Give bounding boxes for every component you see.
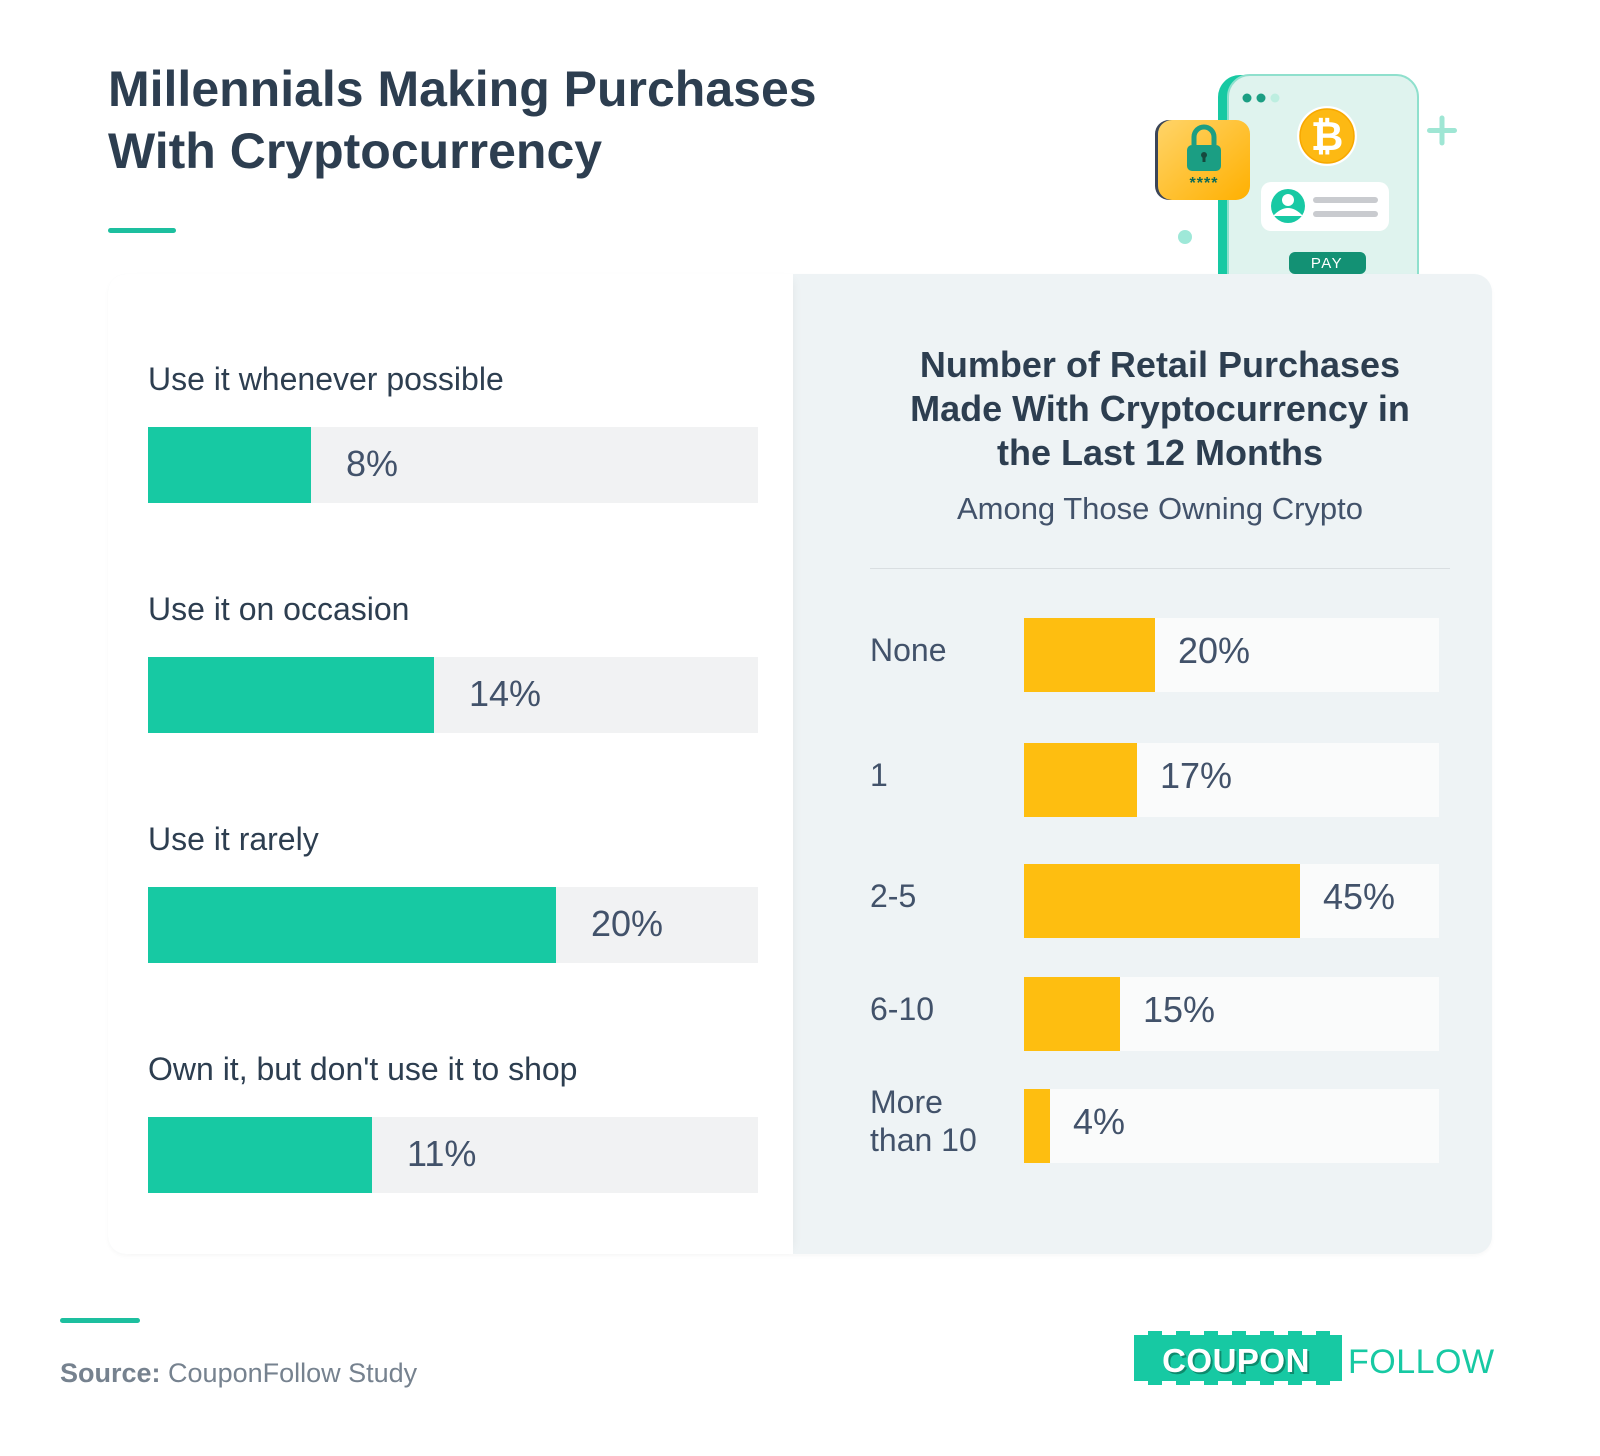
svg-text:FOLLOW: FOLLOW [1348, 1343, 1495, 1381]
svg-text:PAY: PAY [1311, 255, 1343, 272]
svg-text:****: **** [1190, 175, 1219, 192]
svg-text:COUPON: COUPON [1162, 1342, 1310, 1379]
svg-text:₿: ₿ [1311, 115, 1344, 159]
